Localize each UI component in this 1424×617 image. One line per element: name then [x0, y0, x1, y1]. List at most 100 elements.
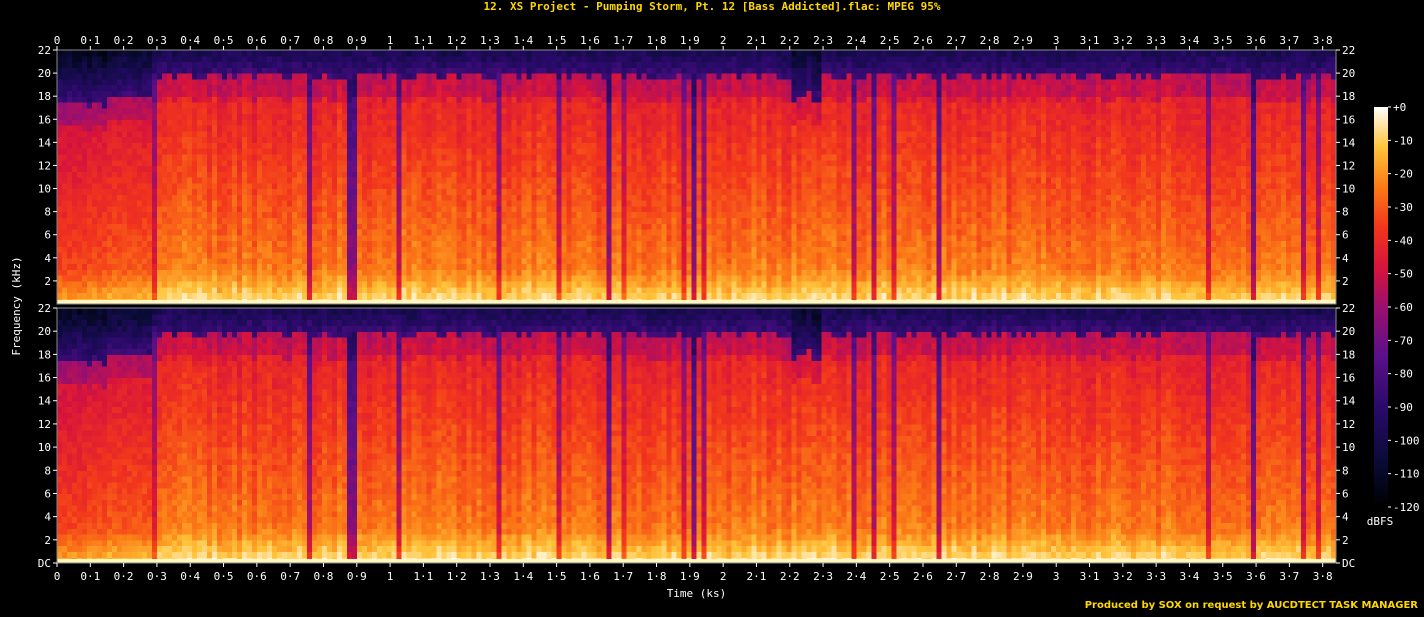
- spectrogram-cell: [366, 148, 373, 155]
- spectrogram-cell: [151, 280, 158, 288]
- spectrogram-cell: [386, 90, 393, 97]
- spectrogram-cell: [81, 90, 88, 97]
- spectrogram-cell: [521, 269, 528, 276]
- spectrogram-cell: [426, 78, 433, 86]
- spectrogram-cell: [306, 50, 313, 57]
- spectrogram-cell: [316, 292, 323, 299]
- spectrogram-cell: [286, 84, 293, 92]
- spectrogram-cell: [471, 159, 478, 167]
- spectrogram-cell: [126, 171, 133, 178]
- spectrogram-cell: [461, 119, 468, 126]
- spectrogram-cell: [241, 113, 248, 120]
- spectrogram-cell: [491, 234, 498, 242]
- spectrogram-cell: [446, 73, 453, 80]
- spectrogram-cell: [346, 50, 353, 57]
- spectrogram-cell: [191, 101, 198, 109]
- spectrogram-cell: [546, 142, 553, 149]
- spectrogram-cell: [411, 73, 418, 80]
- spectrogram-cell: [596, 211, 603, 219]
- spectrogram-cell: [336, 159, 343, 167]
- spectrogram-cell: [366, 240, 373, 247]
- spectrogram-cell: [221, 125, 228, 132]
- spectrogram-cell: [536, 107, 543, 115]
- spectrogram-cell: [491, 142, 498, 149]
- spectrogram-cell: [381, 223, 388, 230]
- spectrogram-cell: [581, 136, 588, 143]
- spectrogram-cell: [241, 223, 248, 230]
- spectrogram-cell: [91, 159, 98, 167]
- spectrogram-cell: [311, 101, 318, 109]
- spectrogram-cell: [226, 142, 233, 149]
- spectrogram-cell: [201, 292, 208, 299]
- spectrogram-cell: [81, 200, 88, 207]
- spectrogram-cell: [66, 136, 73, 143]
- spectrogram-cell: [531, 234, 538, 242]
- spectrogram-cell: [426, 177, 433, 184]
- spectrogram-cell: [486, 234, 493, 242]
- spectrogram-cell: [481, 107, 488, 115]
- spectrogram-cell: [241, 165, 248, 172]
- spectrogram-cell: [346, 246, 353, 253]
- spectrogram-cell: [116, 234, 123, 242]
- spectrogram-cell: [586, 171, 593, 178]
- spectrogram-cell: [446, 286, 453, 294]
- spectrogram-cell: [156, 125, 163, 132]
- spectrogram-cell: [241, 246, 248, 253]
- spectrogram-cell: [371, 125, 378, 132]
- spectrogram-cell: [531, 107, 538, 115]
- spectrogram-cell: [461, 182, 468, 190]
- spectrogram-cell: [541, 263, 548, 270]
- spectrogram-cell: [66, 50, 73, 57]
- spectrogram-cell: [151, 246, 158, 253]
- spectrogram-cell: [286, 257, 293, 265]
- spectrogram-cell: [126, 217, 133, 224]
- spectrogram-cell: [356, 90, 363, 97]
- spectrogram-cell: [466, 228, 473, 236]
- spectrogram-cell: [401, 165, 408, 172]
- spectrogram-cell: [266, 171, 273, 178]
- spectrogram-cell: [62, 240, 68, 247]
- spectrogram-cell: [176, 246, 183, 253]
- spectrogram-cell: [251, 119, 258, 126]
- spectrogram-cell: [261, 67, 268, 74]
- spectrogram-cell: [62, 125, 68, 132]
- spectrogram-cell: [316, 205, 323, 213]
- spectrogram-cell: [446, 252, 453, 259]
- spectrogram-cell: [551, 234, 558, 242]
- spectrogram-cell: [401, 67, 408, 74]
- spectrogram-cell: [266, 90, 273, 97]
- spectrogram-cell: [336, 50, 343, 57]
- spectrogram-cell: [466, 90, 473, 97]
- spectrogram-cell: [581, 211, 588, 219]
- spectrogram-cell: [401, 217, 408, 224]
- spectrogram-cell: [566, 84, 573, 92]
- spectrogram-cell: [211, 171, 218, 178]
- spectrogram-cell: [341, 211, 348, 219]
- spectrogram-cell: [296, 292, 303, 299]
- spectrogram-cell: [66, 263, 73, 270]
- spectrogram-cell: [616, 55, 623, 63]
- spectrogram-cell: [226, 61, 233, 68]
- spectrogram-cell: [81, 67, 88, 74]
- spectrogram-cell: [536, 96, 543, 103]
- spectrogram-cell: [136, 107, 143, 115]
- spectrogram-cell: [62, 55, 68, 63]
- spectrogram-cell: [531, 182, 538, 190]
- spectrogram-cell: [576, 286, 583, 294]
- spectrogram-cell: [561, 217, 568, 224]
- spectrogram-cell: [296, 171, 303, 178]
- spectrogram-cell: [601, 159, 608, 167]
- spectrogram-cell: [276, 61, 283, 68]
- spectrogram-cell: [281, 148, 288, 155]
- spectrogram-cell: [251, 78, 258, 86]
- spectrogram-cell: [606, 286, 613, 294]
- spectrogram-cell: [66, 148, 73, 155]
- spectrogram-cell: [241, 119, 248, 126]
- spectrogram-cell: [611, 211, 618, 219]
- spectrogram-cell: [141, 246, 148, 253]
- spectrogram-cell: [201, 177, 208, 184]
- spectrogram-cell: [286, 136, 293, 143]
- spectrogram-cell: [66, 200, 73, 207]
- spectrogram-cell: [406, 188, 413, 195]
- spectrogram-cell: [286, 113, 293, 120]
